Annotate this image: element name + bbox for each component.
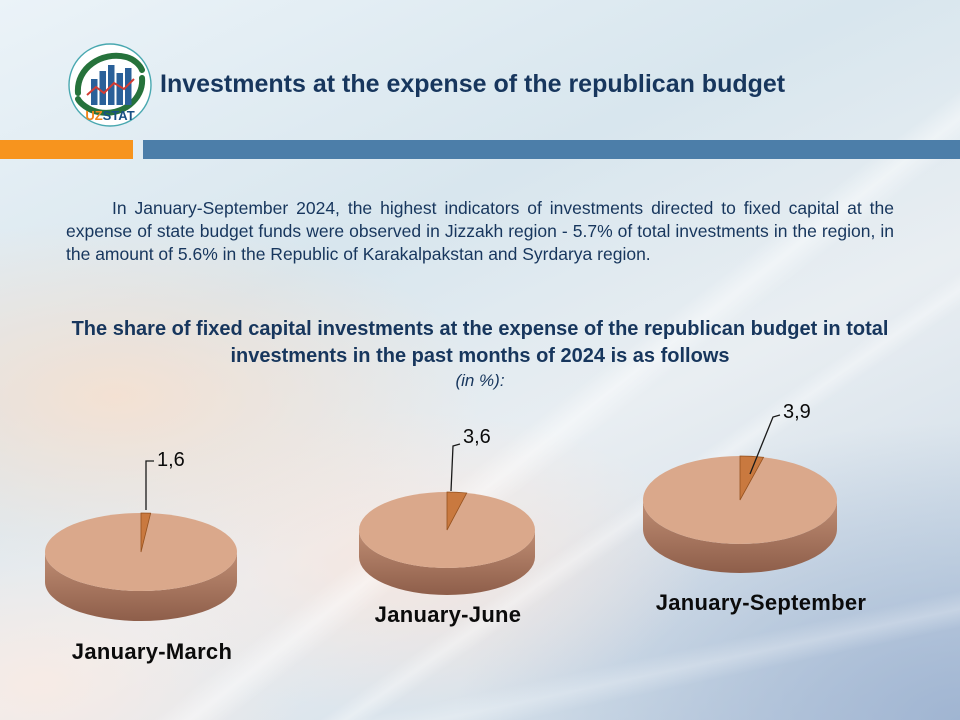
slice-value-label: 1,6	[157, 449, 185, 471]
pie-chart-svg: 1,6	[45, 449, 237, 621]
logo-trend-line-icon	[86, 78, 135, 96]
leader-line	[145, 460, 154, 510]
highlight-slice	[739, 455, 765, 501]
uzstat-logo: UZSTAT	[63, 42, 157, 132]
slice-value-label: 3,9	[783, 401, 811, 423]
logo-wordmark-stat: STAT	[103, 108, 135, 123]
pie-chart-january-september: 3,9	[615, 385, 865, 585]
logo-swoosh-icon	[74, 52, 146, 116]
pie-chart-january-march: 1,6	[30, 438, 265, 638]
highlight-slice	[446, 491, 468, 531]
charts-subtitle: The share of fixed capital investments a…	[71, 318, 889, 367]
chart-caption-january-june: January-June	[374, 602, 522, 627]
leader-line	[749, 414, 781, 475]
slice-value-label: 3,6	[463, 426, 491, 448]
pie-side	[45, 552, 237, 621]
pie-side	[359, 530, 535, 595]
page-title: Investments at the expense of the republ…	[160, 70, 786, 98]
pie-chart-january-june: 3,6	[330, 410, 570, 605]
highlight-slice	[140, 512, 152, 553]
chart-caption-january-september: January-September	[655, 590, 867, 615]
logo-wordmark: UZSTAT	[85, 108, 134, 123]
uzstat-logo-icon: UZSTAT	[68, 43, 152, 127]
leader-line	[450, 443, 461, 492]
pie-chart-svg: 3,6	[359, 426, 535, 595]
accent-bar-blue	[143, 140, 960, 159]
pie-side	[643, 500, 837, 573]
charts-subtitle-unit-note: (in %):	[455, 371, 505, 390]
accent-bar-orange	[0, 140, 133, 159]
logo-wordmark-uz: UZ	[85, 108, 102, 123]
chart-caption-january-march: January-March	[71, 639, 233, 664]
pie-chart-svg: 3,9	[643, 401, 837, 573]
intro-paragraph: In January-September 2024, the highest i…	[66, 198, 894, 264]
